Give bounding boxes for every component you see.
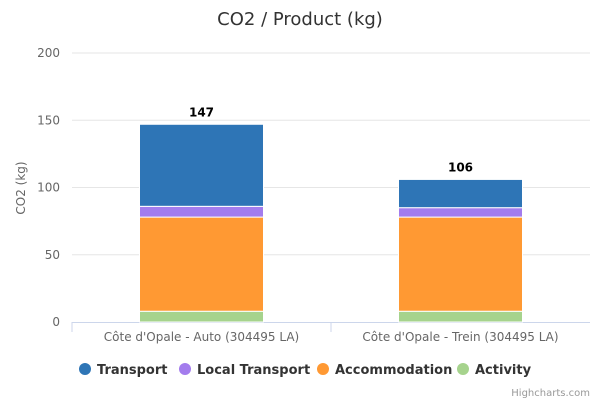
legend-label: Transport (97, 363, 167, 378)
chart-title: CO2 / Product (kg) (217, 9, 383, 30)
legend-label: Accommodation (335, 363, 452, 378)
x-tick-label: Côte d'Opale - Trein (304495 LA) (362, 330, 558, 344)
legend-marker-icon (179, 363, 191, 375)
bar-segment-transport[interactable] (139, 123, 264, 207)
credits-link[interactable]: Highcharts.com (511, 388, 590, 399)
y-tick-label: 0 (52, 315, 60, 329)
legend-item-transport[interactable]: Transport (79, 363, 167, 378)
legend-item-activity[interactable]: Activity (457, 363, 532, 378)
bar-segment-activity[interactable] (398, 310, 523, 323)
legend-marker-icon (317, 363, 329, 375)
bar-segment-local-transport[interactable] (398, 207, 523, 218)
y-tick-label: 100 (37, 181, 60, 195)
bar-segment-accommodation[interactable] (398, 216, 523, 312)
total-label: 106 (448, 160, 473, 174)
legend-label: Activity (475, 363, 532, 378)
y-tick-label: 50 (45, 248, 60, 262)
legend-item-local-transport[interactable]: Local Transport (179, 363, 310, 378)
legend-marker-icon (79, 363, 91, 375)
total-label: 147 (189, 105, 214, 119)
y-axis-label: CO2 (kg) (14, 161, 28, 214)
y-tick-label: 200 (37, 46, 60, 60)
bar-segment-transport[interactable] (398, 178, 523, 209)
bar-segment-accommodation[interactable] (139, 216, 264, 312)
legend-item-accommodation[interactable]: Accommodation (317, 363, 452, 378)
legend-label: Local Transport (197, 363, 310, 378)
bar-segment-activity[interactable] (139, 310, 264, 323)
x-tick-label: Côte d'Opale - Auto (304495 LA) (104, 330, 299, 344)
bar-segment-local-transport[interactable] (139, 205, 264, 218)
legend-marker-icon (457, 363, 469, 375)
y-tick-label: 150 (37, 113, 60, 127)
